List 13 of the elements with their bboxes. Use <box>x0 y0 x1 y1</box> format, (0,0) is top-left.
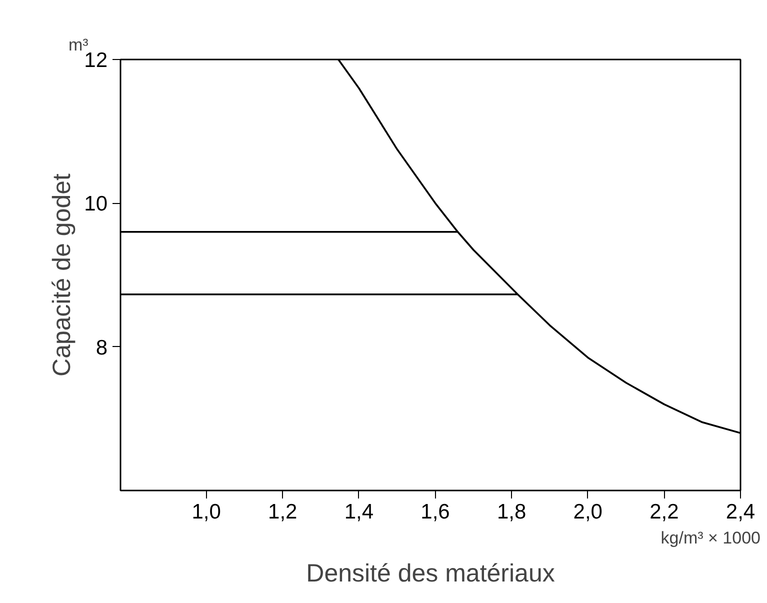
y-tick-label: 8 <box>96 336 108 360</box>
x-tick-label: 1,6 <box>420 500 450 524</box>
x-tick-label: 1,2 <box>268 500 298 524</box>
x-tick-label: 1,0 <box>192 500 221 524</box>
text: kg/m³ × 1000 <box>660 528 761 548</box>
x-axis-title: Densité des matériaux <box>306 560 556 588</box>
y-axis-title: Capacité de godet <box>48 173 76 376</box>
x-tick-label: 1,4 <box>344 500 374 524</box>
x-tick-label: 2,2 <box>650 500 679 524</box>
y-tick-label: 10 <box>84 192 108 216</box>
x-tick-label: 2,4 <box>726 500 756 524</box>
x-tick-label: 2,0 <box>573 500 602 524</box>
x-tick-label: 1,8 <box>496 500 526 524</box>
